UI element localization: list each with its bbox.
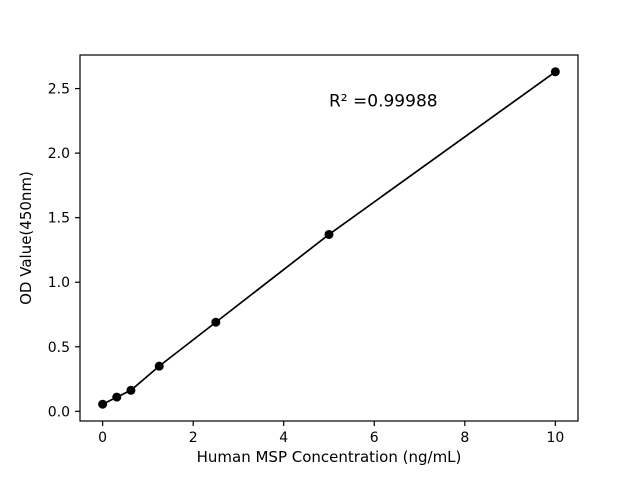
y-tick-label: 2.5 — [48, 82, 70, 98]
data-point — [98, 399, 108, 409]
x-tick-label: 0 — [98, 430, 107, 446]
x-tick-label: 4 — [279, 430, 288, 446]
x-tick-label: 8 — [460, 430, 469, 446]
y-tick-label: 0.5 — [48, 340, 70, 356]
y-tick-label: 1.0 — [48, 275, 70, 291]
x-tick-label: 10 — [546, 430, 564, 446]
y-axis-label: OD Value(450nm) — [17, 171, 35, 305]
data-point — [324, 229, 334, 239]
y-tick-label: 2.0 — [48, 146, 70, 162]
y-tick-label: 1.5 — [48, 211, 70, 227]
data-point — [211, 317, 221, 327]
r-squared-annotation: R² =0.99988 — [329, 92, 438, 112]
data-point — [112, 392, 122, 402]
data-point — [550, 67, 560, 77]
axes-frame — [79, 54, 579, 422]
data-point — [154, 361, 164, 371]
x-axis-label: Human MSP Concentration (ng/mL) — [197, 448, 462, 466]
plot-area: 0 2 4 6 8 10 0.0 0.5 1.0 1.5 2.0 2.5 — [48, 54, 579, 446]
x-tick-label: 6 — [370, 430, 379, 446]
y-tick-label: 0.0 — [48, 404, 70, 420]
data-point — [126, 385, 136, 395]
x-tick-label: 2 — [189, 430, 198, 446]
